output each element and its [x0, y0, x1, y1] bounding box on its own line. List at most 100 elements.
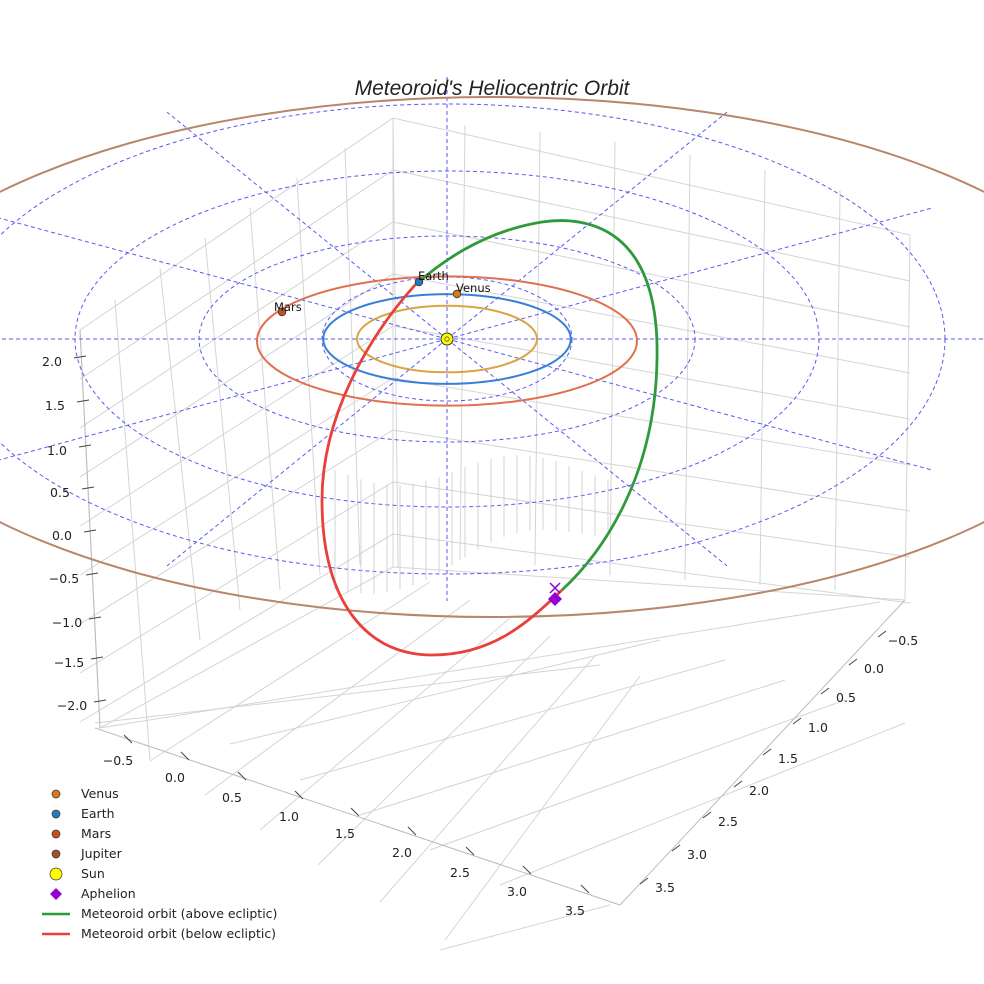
floor-grid-line — [99, 601, 881, 729]
wall-grid-line — [392, 481, 911, 558]
z-tick-mark — [88, 616, 102, 620]
x-tick-mark — [180, 751, 190, 761]
wall-grid-line — [79, 169, 394, 380]
orbit-mars — [256, 275, 638, 407]
y-tick-label: 2.5 — [718, 814, 738, 829]
x-axis-line — [94, 727, 621, 906]
floor-grid-line — [229, 639, 661, 745]
z-axis-line — [79, 329, 101, 729]
legend-entry: Mars — [51, 826, 111, 841]
legend-label: Sun — [81, 866, 105, 881]
x-tick-mark — [407, 826, 417, 836]
z-tick-mark — [90, 656, 104, 660]
wall-grid-line — [459, 124, 466, 561]
wall-grid-line — [392, 429, 911, 512]
series-line-below-ecliptic — [320, 284, 563, 657]
y-tick-label: 2.0 — [749, 783, 769, 798]
legend-label: Jupiter — [80, 846, 123, 861]
x-tick-mark — [350, 807, 360, 817]
x-tick-label: 3.5 — [565, 903, 585, 918]
wall-grid-line — [759, 169, 766, 586]
legend-label: Venus — [81, 786, 119, 801]
y-axis-line — [619, 599, 906, 906]
wall-grid-line — [392, 169, 911, 282]
sun-marker — [440, 332, 454, 346]
wall-grid-line — [79, 533, 394, 723]
floor-grid-line — [299, 659, 726, 781]
y-tick-label: 1.0 — [808, 720, 828, 735]
y-tick-label: 1.5 — [778, 751, 798, 766]
floor-grid-line — [99, 566, 394, 729]
floor-grid-line — [317, 635, 551, 866]
y-tick-mark — [877, 630, 887, 638]
ecliptic-spoke — [0, 217, 448, 340]
x-tick-label: 3.0 — [507, 884, 527, 899]
legend-swatch-marker — [51, 829, 61, 839]
orbit-drop-lines — [334, 455, 609, 594]
x-tick-label: 2.5 — [450, 865, 470, 880]
legend-entry: Sun — [49, 866, 105, 881]
planet-label-mars: Mars — [274, 300, 302, 314]
floor-grid-line — [94, 664, 601, 724]
legend-swatch-marker — [51, 809, 61, 819]
wall-grid-line — [159, 267, 201, 641]
wall-grid-line — [609, 141, 616, 576]
y-tick-label: 0.0 — [864, 661, 884, 676]
wall-grid-line — [684, 154, 691, 581]
y-tick-mark — [820, 687, 830, 695]
wall-grid-line — [392, 325, 911, 420]
orbit-earth — [322, 293, 572, 385]
y-tick-mark — [762, 748, 772, 756]
x-tick-mark — [465, 846, 475, 856]
orbit-venus — [356, 304, 538, 374]
planet-marker-mars — [277, 307, 287, 317]
y-tick-label: 3.5 — [655, 880, 675, 895]
legend-entry: Earth — [51, 806, 115, 821]
z-tick-mark — [81, 486, 95, 490]
ecliptic-spoke — [166, 338, 448, 567]
x-tick-label: 0.0 — [165, 770, 185, 785]
planet-orbits — [0, 96, 984, 618]
floor-grid-line — [499, 722, 906, 886]
series-line-above-ecliptic — [414, 219, 659, 592]
z-tick-mark — [76, 399, 90, 403]
y-tick-mark — [702, 811, 712, 819]
x-tick-mark — [123, 734, 133, 744]
x-tick-label: 2.0 — [392, 845, 412, 860]
legend-entry: Venus — [51, 786, 119, 801]
markers: Venus Earth Mars — [274, 269, 562, 606]
ecliptic-spoke — [166, 111, 448, 340]
legend-entry: Jupiter — [51, 846, 123, 861]
z-tick-label: 1.0 — [47, 443, 67, 458]
z-tick-label: −1.0 — [52, 615, 82, 630]
y-tick-mark — [792, 717, 802, 725]
meteoroid-orbit — [320, 219, 659, 657]
z-tick-mark — [78, 444, 92, 448]
legend-swatch-diamond — [50, 888, 62, 900]
sun-core — [444, 336, 450, 342]
legend-entry: Aphelion — [50, 886, 136, 901]
z-tick-mark — [85, 572, 99, 576]
wall-grid-line — [79, 377, 394, 576]
ecliptic-ring — [321, 276, 573, 402]
planet-marker-earth — [414, 277, 424, 287]
y-tick-label: −0.5 — [888, 633, 918, 648]
wall-grid-line — [79, 221, 394, 429]
y-tick-label: 3.0 — [687, 847, 707, 862]
z-tick-label: −0.5 — [49, 571, 79, 586]
legend: Venus Earth Mars Jupiter Sun Aphelion Meteoroi… — [42, 786, 277, 941]
wall-grid-line — [904, 234, 911, 601]
floor-grid-line — [429, 699, 846, 851]
legend-label: Meteoroid orbit (above ecliptic) — [81, 906, 277, 921]
x-tick-label: 1.5 — [335, 826, 355, 841]
orbit-jupiter — [0, 96, 984, 618]
y-tick-mark — [848, 658, 858, 666]
floor-grid-line — [439, 904, 611, 951]
planet-marker-venus — [452, 289, 462, 299]
y-tick-mark — [733, 780, 743, 788]
aphelion-marker — [548, 592, 562, 606]
wall-grid-line — [534, 131, 541, 566]
axes-grid — [79, 117, 911, 951]
z-tick-mark — [73, 355, 87, 359]
